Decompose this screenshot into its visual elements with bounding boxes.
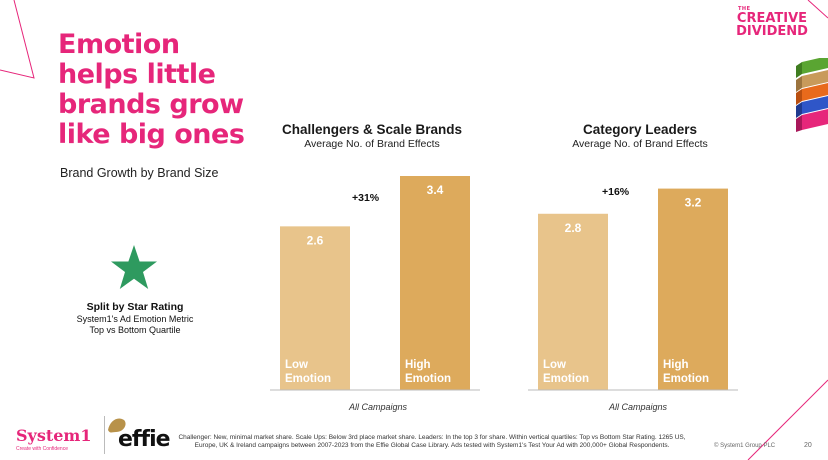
effie-mark-icon	[108, 418, 126, 433]
headline-line-1: Emotion	[58, 29, 180, 60]
bar-high-emotion	[400, 176, 470, 390]
chart-2-title: Category Leaders	[582, 122, 698, 137]
bar-value-label: 2.6	[307, 233, 324, 247]
headline-line-2: helps little	[58, 59, 216, 90]
chart-2-uplift: +16%	[602, 186, 630, 198]
bar-value-label: 2.8	[565, 221, 582, 235]
bar-category-label: Emotion	[405, 373, 451, 385]
bar-high-emotion	[658, 188, 728, 390]
chart-1-xlabel: All Campaigns	[348, 402, 408, 412]
footer-divider	[104, 416, 105, 454]
chart-1-subtitle: Average No. of Brand Effects	[304, 138, 440, 150]
chart-2-xlabel: All Campaigns	[608, 402, 668, 412]
logo-word-2: DIVIDEND	[736, 24, 808, 39]
chart-2-subtitle: Average No. of Brand Effects	[572, 138, 708, 150]
bar-value-label: 3.2	[685, 196, 702, 210]
effie-logo: effie	[118, 427, 171, 452]
star-panel-line-2: Top vs Bottom Quartile	[89, 325, 181, 335]
system1-tagline: Create with Confidence	[16, 446, 68, 452]
bar-low-emotion	[280, 226, 350, 390]
bar-low-emotion	[538, 213, 608, 390]
star-icon	[111, 245, 157, 289]
system1-logo: System1	[16, 426, 92, 445]
copyright: © System1 Group PLC	[714, 443, 776, 449]
chart-1-title: Challengers & Scale Brands	[281, 122, 463, 137]
bar-category-label: Low	[285, 359, 308, 371]
star-panel-subtitle: System1's Ad Emotion Metric Top vs Botto…	[40, 314, 230, 336]
chart-1-plot: 2.6 Low Emotion 3.4 High Emotion	[270, 176, 480, 391]
chart-1-uplift: +31%	[352, 192, 380, 204]
star-panel-title: Split by Star Rating	[86, 301, 184, 313]
headline-line-3: brands grow	[58, 89, 244, 120]
page-number: 20	[804, 442, 812, 449]
headline-line-4: like big ones	[58, 119, 245, 150]
bar-category-label: Emotion	[663, 373, 709, 385]
bar-category-label: Low	[543, 359, 566, 371]
bar-category-label: Emotion	[285, 373, 331, 385]
star-panel-line-1: System1's Ad Emotion Metric	[76, 314, 194, 324]
bar-category-label: Emotion	[543, 373, 589, 385]
footnote: Challenger: New, minimal market share. S…	[178, 434, 686, 449]
creative-dividend-logo: THE CREATIVE DIVIDEND	[734, 6, 810, 38]
stacked-blocks-graphic	[796, 58, 828, 132]
subhead: Brand Growth by Brand Size	[60, 166, 219, 180]
headline: Emotion helps little brands grow like bi…	[58, 30, 268, 150]
chart-2-plot: 2.8 Low Emotion 3.2 High Emotion	[528, 188, 738, 391]
bar-value-label: 3.4	[427, 183, 444, 197]
bar-category-label: High	[405, 359, 431, 371]
logo-word-1: CREATIVE	[736, 11, 808, 26]
logo-the: THE	[738, 6, 751, 12]
bar-category-label: High	[663, 359, 689, 371]
